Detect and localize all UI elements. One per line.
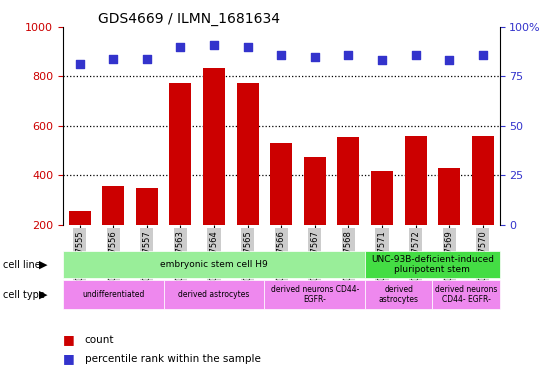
Bar	[102, 186, 124, 274]
Bar	[304, 157, 326, 274]
Point	[478, 51, 487, 58]
Point	[210, 41, 218, 48]
Point	[75, 61, 84, 68]
Point	[311, 53, 319, 60]
Text: cell type: cell type	[3, 290, 45, 300]
Text: cell line: cell line	[3, 260, 40, 270]
Text: ■: ■	[63, 333, 75, 346]
Point	[411, 51, 420, 58]
Bar	[405, 136, 426, 274]
Text: UNC-93B-deficient-induced
pluripotent stem: UNC-93B-deficient-induced pluripotent st…	[371, 255, 494, 274]
Bar	[69, 211, 91, 274]
Point	[378, 58, 387, 64]
Point	[344, 51, 353, 58]
Point	[243, 44, 252, 50]
Text: ▶: ▶	[39, 290, 48, 300]
Text: embryonic stem cell H9: embryonic stem cell H9	[160, 260, 268, 269]
Bar	[438, 168, 460, 274]
Text: undifferentiated: undifferentiated	[82, 290, 144, 299]
Point	[109, 55, 117, 61]
Point	[176, 44, 185, 50]
Bar	[270, 143, 292, 274]
Point	[445, 58, 454, 64]
Text: derived neurons
CD44- EGFR-: derived neurons CD44- EGFR-	[435, 285, 497, 305]
Bar	[371, 172, 393, 274]
Bar	[337, 137, 359, 274]
Bar	[169, 83, 191, 274]
Text: count: count	[85, 335, 114, 345]
Point	[143, 55, 151, 61]
Text: GDS4669 / ILMN_1681634: GDS4669 / ILMN_1681634	[98, 12, 280, 26]
Text: percentile rank within the sample: percentile rank within the sample	[85, 354, 260, 364]
Text: derived
astrocytes: derived astrocytes	[379, 285, 419, 305]
Bar	[236, 83, 258, 274]
Text: ▶: ▶	[39, 260, 48, 270]
Text: derived astrocytes: derived astrocytes	[179, 290, 250, 299]
Bar	[472, 136, 494, 274]
Text: ■: ■	[63, 353, 75, 366]
Bar	[136, 187, 158, 274]
Bar	[203, 68, 225, 274]
Text: derived neurons CD44-
EGFR-: derived neurons CD44- EGFR-	[271, 285, 359, 305]
Point	[277, 51, 286, 58]
